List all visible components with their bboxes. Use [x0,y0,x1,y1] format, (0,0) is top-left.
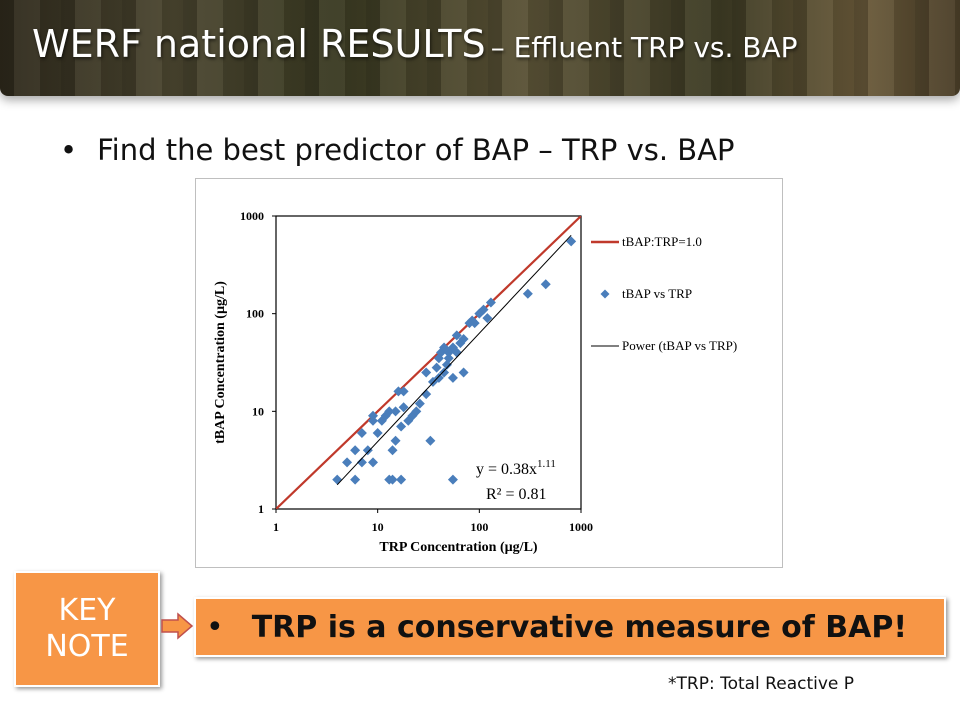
scatter-point [421,367,432,378]
key-note-line: NOTE [45,629,129,664]
equation-exponent: 1.11 [537,458,556,470]
scatter-point [398,402,409,413]
equation: y = 0.38x1.11 [476,458,556,478]
scatter-point [390,406,401,417]
key-note-line: KEY [58,593,116,628]
scatter-point [421,389,432,400]
scatter-point [540,279,551,290]
scatter-point [356,428,367,439]
scatter-point [368,410,379,421]
y-tick-label: 100 [246,307,264,321]
plot-area [275,215,582,510]
scatter-point [396,421,407,432]
scatter-point [443,347,454,358]
chart: 1 10 100 1000 1 10 100 1000 TRP Concentration (µ… [213,209,737,555]
footnote: *TRP: Total Reactive P [668,674,855,694]
scatter-point [372,428,383,439]
scatter-point [350,474,361,485]
x-tick-label: 10 [372,520,384,534]
scatter-point [464,318,475,329]
arrow-shape [161,612,194,640]
y-tick-label: 1 [258,502,264,516]
x-tick-label: 1000 [569,520,593,534]
header-banner [0,0,960,96]
scatter-point [387,445,398,456]
scatter-point [425,435,436,446]
scatter-point [433,372,444,383]
title-main: WERF national RESULTS [32,22,486,66]
scatter-point [447,372,458,383]
key-note: KEY NOTE [14,571,160,687]
scatter-point [485,297,496,308]
scatter-point [393,386,404,397]
scatter-point [447,474,458,485]
scatter-point [478,304,489,315]
series-line [276,216,581,509]
scatter-point [332,474,343,485]
scatter-point [411,406,422,417]
scatter-point [414,398,425,409]
scatter-point [384,406,395,417]
scatter-point [482,313,493,324]
scatter-point [342,457,353,468]
scatter-point [469,318,480,329]
scatter-point [431,362,442,373]
equation-text: y = 0.38x [476,461,537,478]
scatter-point [387,474,398,485]
legend-label: tBAP vs TRP [622,286,692,301]
scatter-point [441,359,452,370]
scatter-point [356,457,367,468]
slide-title: WERF national RESULTS – Effluent TRP vs.… [32,22,798,66]
title-sub: – Effluent TRP vs. BAP [490,31,798,64]
y-tick-label: 1000 [240,209,264,223]
scatter-point [396,474,407,485]
arrow [161,612,194,640]
scatter-point [362,445,373,456]
x-tick-label: 100 [470,520,488,534]
x-axis-label: TRP Concentration (µg/L) [379,540,538,555]
series-line [336,234,572,486]
scatter-point [439,367,450,378]
scatter-point [439,342,450,353]
scatter-point [390,435,401,446]
x-tick-label: 1 [273,520,279,534]
scatter-point [458,334,469,345]
scatter-point [407,410,418,421]
scatter-point [380,410,391,421]
y-axis-label: tBAP Concentration (µg/L) [213,281,228,444]
key-note-text: KEY NOTE [45,593,128,665]
scatter-point [376,415,387,426]
scatter-point [451,330,462,341]
scatter-point [522,288,533,299]
bullet-dot: • [60,133,78,167]
legend-label: tBAP:TRP=1.0 [622,234,702,249]
r-squared: R² = 0.81 [486,486,547,503]
legend-label: Power (tBAP vs TRP) [622,338,737,353]
takeaway-text: TRP is a conservative measure of BAP! [251,609,908,645]
scatter-point [398,386,409,397]
scatter-point [368,457,379,468]
scatter-point [350,445,361,456]
scatter-point [443,353,454,364]
bullet-text: Find the best predictor of BAP – TRP vs.… [97,133,735,167]
y-tick-label: 10 [252,404,264,418]
legend-swatch [600,289,610,299]
bullet-dot: • [206,609,224,645]
takeaway: • TRP is a conservative measure of BAP! [194,597,946,657]
scatter-point [433,353,444,364]
scatter-point [566,236,577,247]
bullet: • Find the best predictor of BAP – TRP vs… [60,133,735,167]
chart-frame: 1 10 100 1000 1 10 100 1000 TRP Concentration (µ… [195,178,783,568]
scatter-point [458,367,469,378]
